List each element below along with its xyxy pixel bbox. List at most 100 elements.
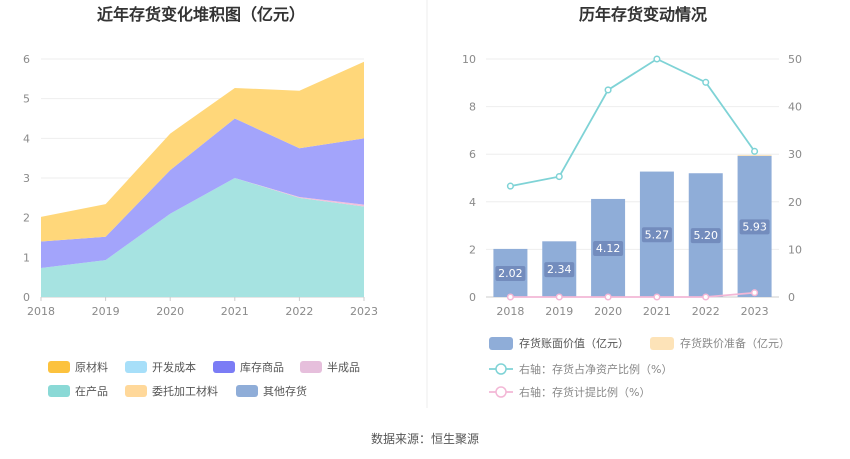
right-chart-title: 历年存货变动情况: [579, 5, 707, 24]
legend-swatch: [489, 337, 513, 350]
right-left-y-tick-label: 0: [469, 291, 476, 304]
bar-label-bg: [690, 228, 721, 244]
right-right-y-tick-label: 40: [788, 101, 802, 114]
provision-bar: [737, 154, 772, 156]
legend-swatch: [48, 385, 70, 397]
right-bars: [493, 154, 772, 297]
left-x-tick-label: 2022: [285, 305, 313, 318]
legend-label: 存货跌价准备（亿元）: [680, 336, 790, 350]
right-lines: [506, 55, 759, 301]
legend-label: 库存商品: [240, 360, 284, 374]
left-x-tick-label: 2019: [92, 305, 120, 318]
legend-swatch: [650, 337, 674, 350]
bar-data-label: 4.12: [596, 242, 621, 255]
provision-ratio-point: [506, 293, 514, 301]
right-x-tick-label: 2022: [692, 305, 720, 318]
ratio-line: [510, 57, 756, 187]
left-x-tick-label: 2018: [27, 305, 55, 318]
ratio-point: [751, 147, 759, 155]
left-x-tick-label: 2021: [221, 305, 249, 318]
legend-label: 右轴：存货占净资产比例（%）: [519, 362, 672, 376]
right-left-y-tick-label: 8: [469, 101, 476, 114]
right-right-y-tick-label: 30: [788, 148, 802, 161]
legend-label: 原材料: [75, 360, 108, 374]
legend-marker: [495, 363, 507, 375]
right-left-y-tick-label: 2: [469, 243, 476, 256]
right-right-y-ticks: 0 10 20 30 40 50: [788, 53, 802, 304]
right-left-y-tick-label: 6: [469, 148, 476, 161]
legend-swatch: [125, 361, 147, 373]
legend-swatch: [213, 361, 235, 373]
bar-data-label: 5.20: [694, 229, 719, 242]
bar-label-bg: [495, 265, 526, 281]
legend-label: 其他存货: [263, 384, 307, 398]
right-x-tick-label: 2023: [741, 305, 769, 318]
legend-label: 在产品: [75, 384, 108, 398]
left-y-tick-label: 4: [23, 132, 30, 145]
legend-swatch: [236, 385, 258, 397]
provision-ratio-point: [555, 293, 563, 301]
bar-label-bg: [739, 219, 770, 235]
right-grid: [486, 58, 779, 298]
left-y-tick-label: 2: [23, 212, 30, 225]
data-source: 数据来源：恒生聚源: [371, 431, 479, 446]
right-left-y-ticks: 0 2 4 6 8 10: [462, 53, 476, 304]
legend-label: 委托加工材料: [152, 384, 218, 398]
bar-label-bg: [641, 227, 672, 243]
legend-marker: [495, 386, 507, 398]
right-legend: 存货账面价值（亿元） 存货跌价准备（亿元） 右轴：存货占净资产比例（%） 右轴：存货计…: [489, 336, 790, 399]
legend-swatch: [300, 361, 322, 373]
right-x-ticks: 2018 2019 2020 2021 2022 2023: [496, 305, 768, 318]
left-x-tick-label: 2020: [156, 305, 184, 318]
area-series-原材料: [41, 61, 364, 242]
legend-label: 半成品: [327, 360, 360, 374]
right-bar-labels: 2.02 2.34 4.12 5.27 5.20 5.93: [495, 219, 770, 281]
left-y-tick-label: 5: [23, 93, 30, 106]
bar-data-label: 2.02: [498, 267, 523, 280]
provision-ratio-point: [653, 293, 661, 301]
right-right-y-tick-label: 0: [788, 291, 795, 304]
right-right-y-tick-label: 50: [788, 53, 802, 66]
right-x-tick-label: 2019: [545, 305, 573, 318]
provision-ratio-line: [510, 291, 755, 298]
provision-ratio-point: [702, 293, 710, 301]
bar-label-bg: [544, 262, 575, 278]
right-x-tick-label: 2020: [594, 305, 622, 318]
left-x-ticks: 2018 2019 2020 2021 2022 2023: [27, 297, 378, 318]
left-chart-title: 近年存货变化堆积图（亿元）: [97, 5, 305, 24]
ratio-point: [653, 55, 661, 63]
right-x-tick-label: 2018: [496, 305, 524, 318]
left-x-tick-label: 2023: [350, 305, 378, 318]
right-right-y-tick-label: 10: [788, 243, 802, 256]
area-series-在产品: [41, 178, 364, 297]
left-y-tick-label: 0: [23, 291, 30, 304]
left-y-tick-label: 6: [23, 53, 30, 66]
left-y-tick-label: 1: [23, 251, 30, 264]
legend-label: 存货账面价值（亿元）: [519, 336, 629, 350]
ratio-point: [555, 173, 563, 181]
bar-data-label: 5.93: [742, 220, 767, 233]
bar-data-label: 5.27: [645, 228, 670, 241]
left-y-ticks: 0 1 2 3 4 5 6: [23, 53, 30, 304]
right-left-y-tick-label: 4: [469, 196, 476, 209]
area-series-库存商品: [41, 118, 364, 269]
left-y-tick-label: 3: [23, 172, 30, 185]
bar-label-bg: [593, 240, 624, 256]
legend-swatch: [48, 361, 70, 373]
provision-ratio-point: [751, 289, 759, 297]
right-left-y-tick-label: 10: [462, 53, 476, 66]
legend-label: 开发成本: [152, 360, 196, 374]
provision-ratio-point: [604, 293, 612, 301]
ratio-point: [604, 86, 612, 94]
right-x-tick-label: 2021: [643, 305, 671, 318]
left-areas: [41, 61, 364, 297]
ratio-point: [702, 78, 710, 86]
right-right-y-tick-label: 20: [788, 196, 802, 209]
ratio-point: [506, 182, 514, 190]
inventory-change-chart: 历年存货变动情况 2.02 2.34 4.12 5.27 5.20 5.93 0 2 4 6 8 1…: [462, 5, 802, 399]
legend-swatch: [125, 385, 147, 397]
bar-data-label: 2.34: [547, 263, 572, 276]
